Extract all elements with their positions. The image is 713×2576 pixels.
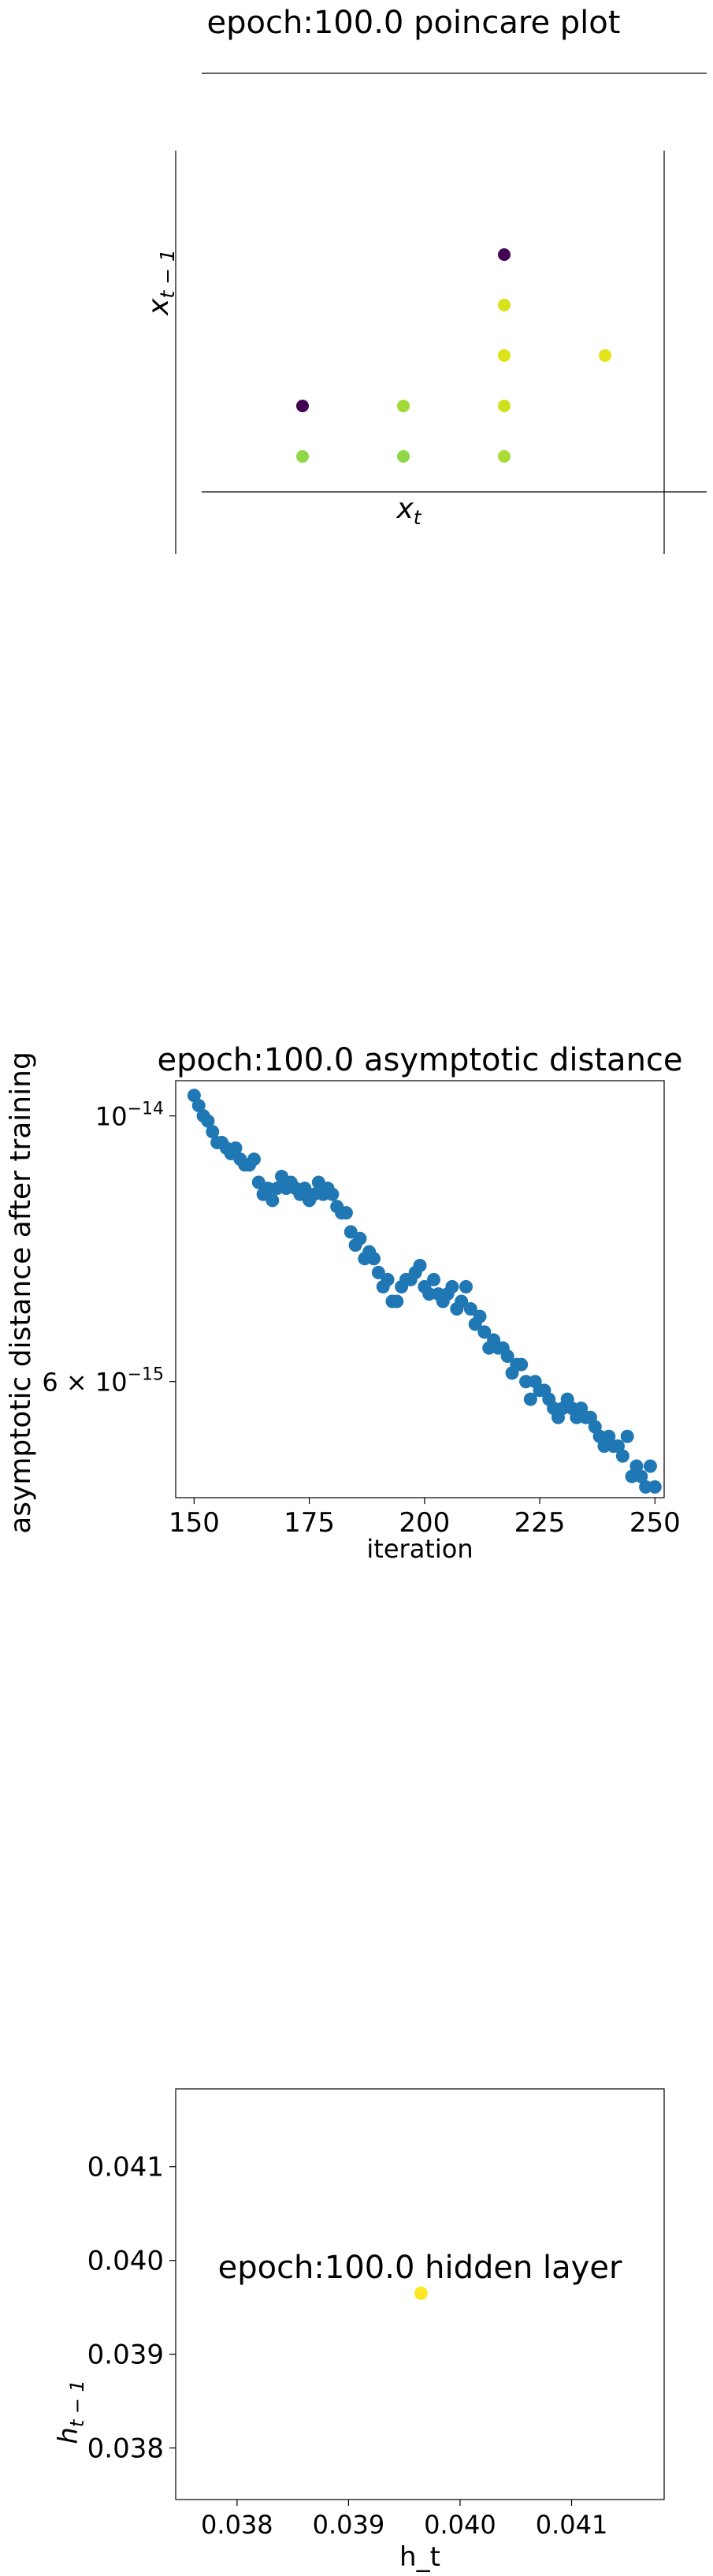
asymptotic-point <box>459 1279 473 1294</box>
asymptotic-point <box>500 1349 514 1364</box>
hidden-points <box>414 2286 428 2300</box>
asymptotic-xtick-label: 200 <box>399 1507 450 1539</box>
asymptotic-point <box>206 1125 220 1139</box>
poincare-point <box>498 248 511 261</box>
asymptotic-point <box>643 1459 657 1473</box>
asymptotic-point <box>353 1231 367 1245</box>
asymptotic-point <box>477 1325 492 1339</box>
asymptotic-point <box>228 1141 243 1155</box>
hidden-title: epoch:100.0 hidden layer <box>218 2250 622 2286</box>
poincare-ylabel: xt − 1 <box>143 249 179 316</box>
asymptotic-point <box>519 1375 533 1389</box>
hidden-ytick-label: 0.038 <box>87 2433 164 2465</box>
asymptotic-xtick-label: 250 <box>629 1507 681 1539</box>
asymptotic-point <box>266 1193 280 1208</box>
asymptotic-plot-frame <box>175 1080 665 1498</box>
asymptotic-point <box>620 1429 634 1443</box>
asymptotic-point <box>523 1392 537 1406</box>
asymptotic-xlabel: iteration <box>366 1534 473 1564</box>
asymptotic-point <box>325 1187 340 1201</box>
hidden-ytick-label: 0.041 <box>87 2152 164 2183</box>
asymptotic-point <box>422 1287 436 1301</box>
poincare-point <box>397 450 410 463</box>
poincare-point <box>296 400 309 412</box>
hidden-yticks: 0.038 0.039 0.040 0.041 <box>87 2152 176 2465</box>
asymptotic-point <box>473 1309 487 1323</box>
poincare-point <box>397 400 410 412</box>
asymptotic-point <box>455 1294 469 1308</box>
hidden-ytick-label: 0.039 <box>87 2340 164 2371</box>
asymptotic-point <box>445 1279 459 1294</box>
asymptotic-point <box>191 1099 206 1113</box>
asymptotic-xtick-label: 175 <box>284 1507 335 1539</box>
hidden-layer-chart: epoch:100.0 hidden layer 0.038 0.039 0.040… <box>53 2088 665 2573</box>
asymptotic-point <box>634 1469 648 1483</box>
hidden-xlabel: h_t <box>399 2541 440 2573</box>
asymptotic-point <box>270 1182 284 1196</box>
poincare-point <box>296 450 309 463</box>
asymptotic-point <box>463 1302 477 1316</box>
asymptotic-point <box>371 1265 385 1279</box>
hidden-ytick-label: 0.040 <box>87 2246 164 2277</box>
hidden-xtick-label: 0.041 <box>536 2510 608 2540</box>
asymptotic-point <box>381 1272 395 1286</box>
asymptotic-point <box>367 1252 381 1266</box>
asymptotic-distance-chart: epoch:100.0 asymptotic distance 10−14 6 ×… <box>5 1042 683 1564</box>
asymptotic-point <box>514 1357 529 1372</box>
poincare-point <box>498 450 511 463</box>
poincare-plot: epoch:100.0 poincare plot xt − 1 xt <box>143 5 707 554</box>
asymptotic-point <box>615 1449 629 1463</box>
poincare-point <box>498 400 511 412</box>
hidden-point <box>414 2286 428 2300</box>
asymptotic-point <box>625 1469 639 1483</box>
poincare-xlabel: xt <box>395 493 421 529</box>
asymptotic-ytick-label: 10−14 <box>95 1100 164 1132</box>
hidden-ylabel: ht − 1 <box>53 2380 88 2444</box>
asymptotic-point <box>427 1272 441 1286</box>
hidden-plot-frame <box>175 2088 665 2500</box>
hidden-xtick-label: 0.040 <box>424 2510 496 2540</box>
hidden-xtick-label: 0.039 <box>313 2510 385 2540</box>
poincare-title: epoch:100.0 poincare plot <box>207 5 621 41</box>
asymptotic-point <box>390 1294 404 1308</box>
hidden-xtick-label: 0.038 <box>201 2510 273 2540</box>
asymptotic-point <box>201 1114 215 1128</box>
asymptotic-point <box>648 1480 662 1494</box>
poincare-point <box>599 349 611 362</box>
asymptotic-point <box>339 1206 353 1220</box>
asymptotic-xtick-label: 225 <box>514 1507 566 1539</box>
asymptotic-title: epoch:100.0 asymptotic distance <box>157 1042 682 1078</box>
asymptotic-xticks: 150 175 200 225 250 <box>169 1498 681 1539</box>
asymptotic-point <box>639 1480 653 1494</box>
poincare-points <box>296 248 611 463</box>
asymptotic-points <box>187 1089 662 1494</box>
poincare-point <box>498 349 511 362</box>
asymptotic-yticks: 10−14 6 × 10−15 <box>42 1100 176 1398</box>
asymptotic-xtick-label: 150 <box>169 1507 220 1539</box>
asymptotic-point <box>261 1182 275 1196</box>
asymptotic-point <box>187 1089 201 1103</box>
poincare-point <box>498 299 511 311</box>
asymptotic-point <box>629 1459 644 1473</box>
asymptotic-ytick-label: 6 × 10−15 <box>42 1365 164 1398</box>
asymptotic-point <box>413 1258 427 1272</box>
asymptotic-point <box>306 1187 321 1201</box>
asymptotic-point <box>247 1152 261 1167</box>
hidden-xticks: 0.038 0.039 0.040 0.041 <box>201 2500 607 2540</box>
asymptotic-ylabel: asymptotic distance after training <box>5 1052 37 1534</box>
